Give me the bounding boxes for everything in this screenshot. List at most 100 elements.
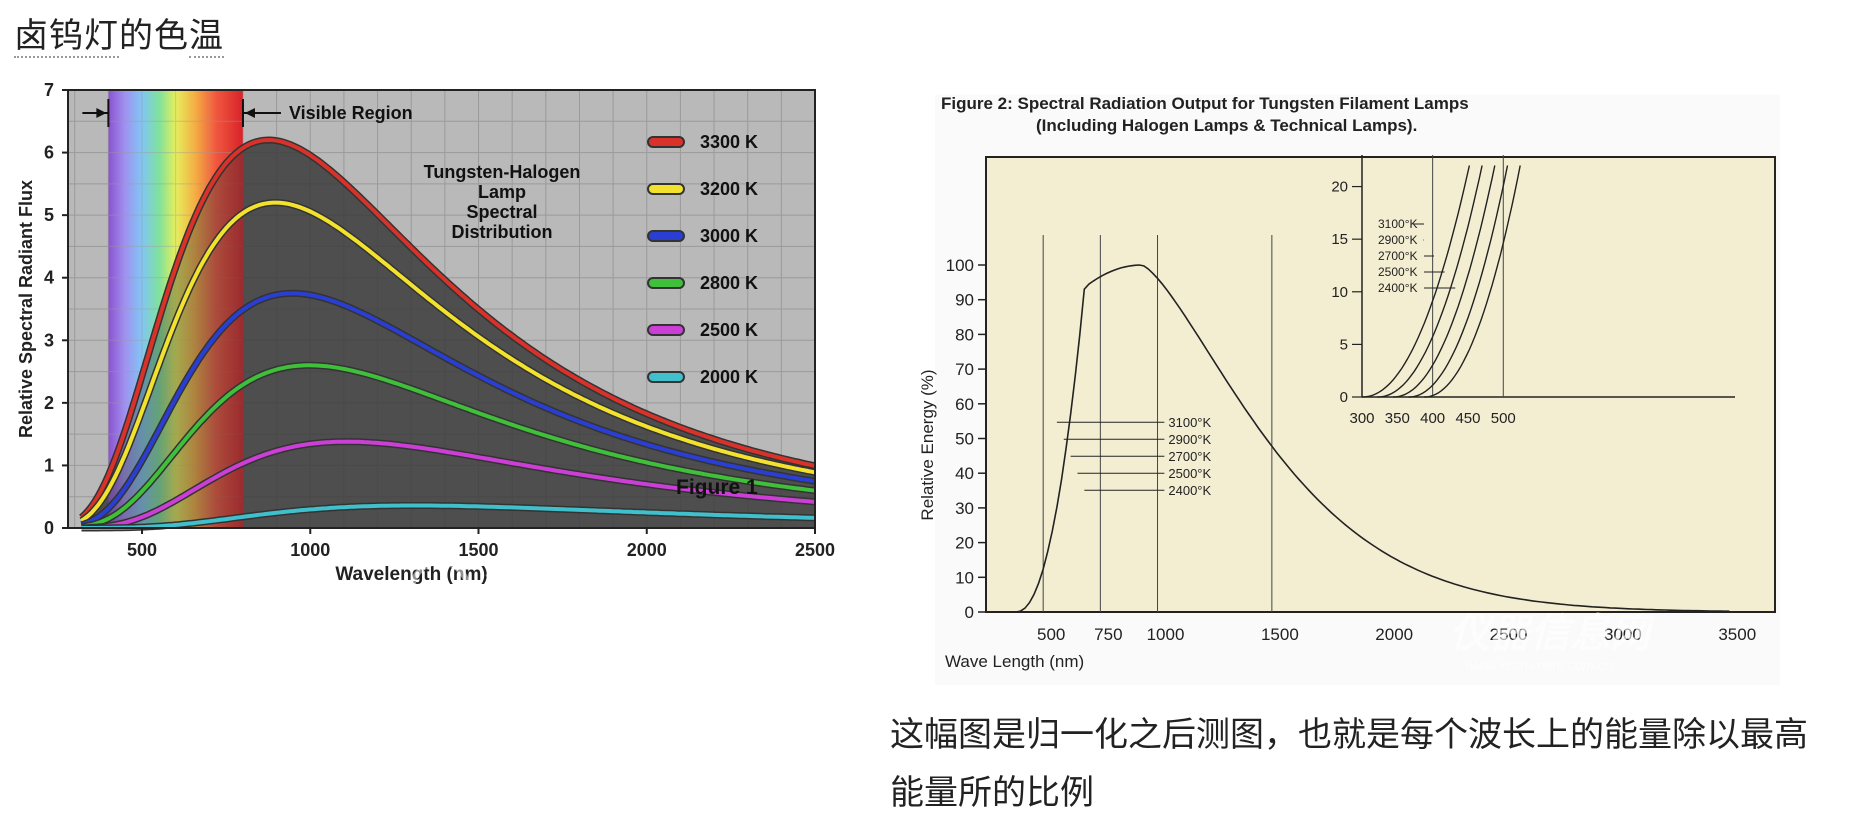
series-line-2000k [81,503,816,530]
page-title-part3: 温 [189,16,224,58]
figure2-y-tick-label: 40 [955,464,974,483]
y-tick-label: 1 [44,455,54,475]
inset-series-label: 2700°K [1378,249,1418,263]
figure2-series-label: 3100°K [1168,415,1211,430]
watermark-logo [409,559,471,621]
legend-label: 2500 K [700,320,758,340]
legend-swatch [647,183,685,195]
inset-curve-4 [1424,165,1521,398]
figure2-title-line2: (Including Halogen Lamps & Technical Lam… [1036,116,1417,135]
figure2-y-tick-label: 70 [955,360,974,379]
page-title-part2: 的色 [119,16,189,56]
figure2-x-axis-label: Wave Length (nm) [945,652,1084,671]
legend-label: 3000 K [700,226,758,246]
figure2-y-tick-label: 0 [965,603,974,622]
legend-label: 2000 K [700,367,758,387]
inset-series-label: 2500°K [1378,265,1418,279]
figure2-x-tick-label: 1500 [1261,625,1299,644]
series-line-3300k [80,137,816,519]
y-axis-label: Relative Spectral Radiant Flux [16,180,36,438]
visible-marker-right-arrow [244,108,255,118]
y-tick-label: 3 [44,330,54,350]
inset-x-tick-label: 500 [1491,410,1516,427]
inset-series-label: 2400°K [1378,281,1418,295]
y-tick-label: 5 [44,205,54,225]
figure2-x-tick-label: 2500 [1490,625,1528,644]
visible-spectrum-overlay [108,90,243,528]
page-title-part1: 卤钨灯 [14,16,119,58]
figure2-watermark-text: 仪器信息网 [1450,612,1656,656]
x-tick-label: 1500 [458,540,498,560]
inset-curve-0 [1361,165,1471,398]
y-tick-label: 2 [44,393,54,413]
figure2-series-line-0 [1015,264,1730,613]
x-axis-label: Wavelength (nm) [335,564,487,585]
visible-region-label: Visible Region [289,103,413,123]
legend-swatch [647,277,685,289]
chart-title-line: Spectral [466,202,537,222]
legend-swatch [647,324,685,336]
figure2-y-axis-label: Relative Energy (%) [918,369,937,520]
inset-y-tick-label: 15 [1331,231,1348,248]
inset-y-tick-label: 10 [1331,284,1348,301]
caption-text: 这幅图是归一化之后测图，也就是每个波长上的能量除以最高能量所的比例 [890,715,1808,813]
figure2-x-tick-label: 3000 [1604,625,1642,644]
figure2-x-tick-label: 3500 [1718,625,1756,644]
figure2-y-tick-label: 90 [955,291,974,310]
x-tick-label: 2000 [627,540,667,560]
legend-label: 3200 K [700,179,758,199]
figure2-series-label: 2400°K [1168,483,1211,498]
figure2-series-label: 2500°K [1168,466,1211,481]
figure-label: Figure 1 [676,476,758,499]
inset-x-tick-label: 400 [1420,410,1445,427]
legend-label: 2800 K [700,273,758,293]
legend-swatch [647,371,685,383]
watermark-text: 仪器信息网 [480,552,747,610]
x-tick-label: 1000 [290,540,330,560]
figure2-y-tick-label: 50 [955,430,974,449]
y-tick-label: 0 [44,518,54,538]
series-line-2800k [81,363,816,529]
figure2-y-tick-label: 100 [946,256,974,275]
figure2-series-label: 2700°K [1168,449,1211,464]
y-tick-label: 7 [44,80,54,100]
legend-label: 3300 K [700,132,758,152]
figure2-y-tick-label: 60 [955,395,974,414]
inset-curve-1 [1377,165,1483,398]
series-line-3200k [80,200,816,523]
chart-title-line: Distribution [452,222,553,242]
figure2-series-label: 2900°K [1168,432,1211,447]
inset-curve-3 [1408,165,1509,398]
area-under-3300k [81,140,815,528]
x-tick-label: 500 [127,540,157,560]
figure2-y-tick-label: 80 [955,325,974,344]
figure2-y-tick-label: 20 [955,534,974,553]
figure2-x-tick-label: 500 [1037,625,1065,644]
inset-series-label: 2900°K [1378,233,1418,247]
legend-swatch [647,136,685,148]
inset-curve-2 [1393,165,1496,398]
figure2-y-tick-label: 10 [955,568,974,587]
inset-x-tick-label: 450 [1455,410,1480,427]
figure2-y-tick-label: 30 [955,499,974,518]
figure2-x-tick-label: 2000 [1375,625,1413,644]
inset-y-tick-label: 0 [1340,389,1348,406]
x-tick-label: 2500 [795,540,835,560]
page-title: 卤钨灯的色温 [14,8,224,58]
figure2-x-tick-label: 750 [1094,625,1122,644]
inset-y-tick-label: 20 [1331,179,1348,196]
inset-x-tick-label: 300 [1349,410,1374,427]
chart-title-line: Lamp [478,182,526,202]
figure2-chart: Figure 2: Spectral Radiation Output for … [905,95,1780,685]
watermark-url: www.instrument.com.cn [488,612,657,629]
y-tick-label: 4 [44,268,54,288]
y-tick-label: 6 [44,143,54,163]
figure2-title-line1: Figure 2: Spectral Radiation Output for … [941,95,1469,113]
inset-series-label: 3100°K [1378,217,1418,231]
series-line-2500k [81,439,816,530]
plot-border [67,89,816,529]
figure2-plot-background [985,156,1776,613]
series-line-3000k [80,291,816,527]
inset-x-tick-label: 350 [1385,410,1410,427]
chart-title-line: Tungsten-Halogen [424,162,581,182]
